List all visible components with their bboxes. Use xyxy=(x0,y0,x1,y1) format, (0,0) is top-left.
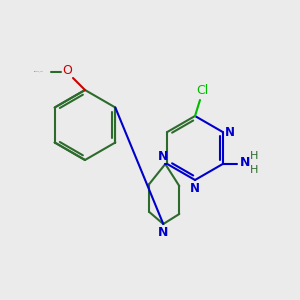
Text: H: H xyxy=(250,165,258,175)
Text: N: N xyxy=(225,125,235,139)
Text: H: H xyxy=(250,151,258,161)
Text: N: N xyxy=(190,182,200,194)
Text: O: O xyxy=(62,64,72,76)
Text: N: N xyxy=(239,157,250,169)
Text: methoxy_ch3: methoxy_ch3 xyxy=(34,70,44,72)
Text: Cl: Cl xyxy=(196,83,208,97)
Text: N: N xyxy=(158,226,169,238)
Text: N: N xyxy=(158,149,169,163)
